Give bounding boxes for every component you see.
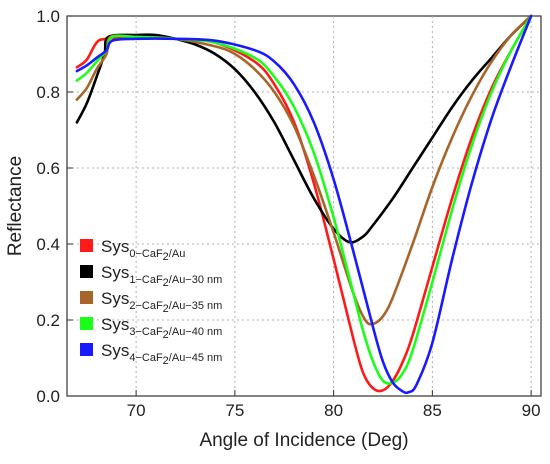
series-line-3	[75, 14, 533, 385]
legend-label-3: Sys3−CaF2/Au−40 nm	[101, 315, 222, 341]
y-tick-label: 0.8	[36, 83, 60, 102]
legend-swatch-2	[80, 291, 93, 304]
legend-label-4: Sys4−CaF2/Au−45 nm	[101, 341, 222, 367]
legend-swatch-4	[80, 343, 93, 356]
x-axis-title: Angle of Incidence (Deg)	[199, 430, 408, 451]
y-tick-label: 0.0	[36, 387, 60, 406]
legend-label-2: Sys2−CaF2/Au−35 nm	[101, 289, 222, 315]
y-axis-title: Reflectance	[5, 156, 26, 256]
axis-ticks: 70 75 80 85 90 0.0 0.2 0.4 0.6 0.8 1.0	[36, 7, 540, 420]
series-line-4	[75, 14, 533, 395]
x-tick-label: 75	[225, 401, 244, 420]
y-tick-label: 0.4	[36, 235, 60, 254]
legend-swatch-1	[80, 265, 93, 278]
y-tick-label: 0.2	[36, 311, 60, 330]
y-tick-label: 1.0	[36, 7, 60, 26]
x-tick-label: 90	[522, 401, 541, 420]
x-tick-label: 80	[324, 401, 343, 420]
legend-label-0: Sys0−CaF2/Au	[101, 237, 185, 263]
series-lines	[75, 14, 533, 395]
x-tick-label: 85	[423, 401, 442, 420]
x-tick-label: 70	[127, 401, 146, 420]
plot-frame	[66, 15, 542, 397]
legend-label-1: Sys1−CaF2/Au−30 nm	[101, 263, 222, 289]
legend-swatch-3	[80, 317, 93, 330]
y-tick-label: 0.6	[36, 159, 60, 178]
legend-swatch-0	[80, 239, 93, 252]
